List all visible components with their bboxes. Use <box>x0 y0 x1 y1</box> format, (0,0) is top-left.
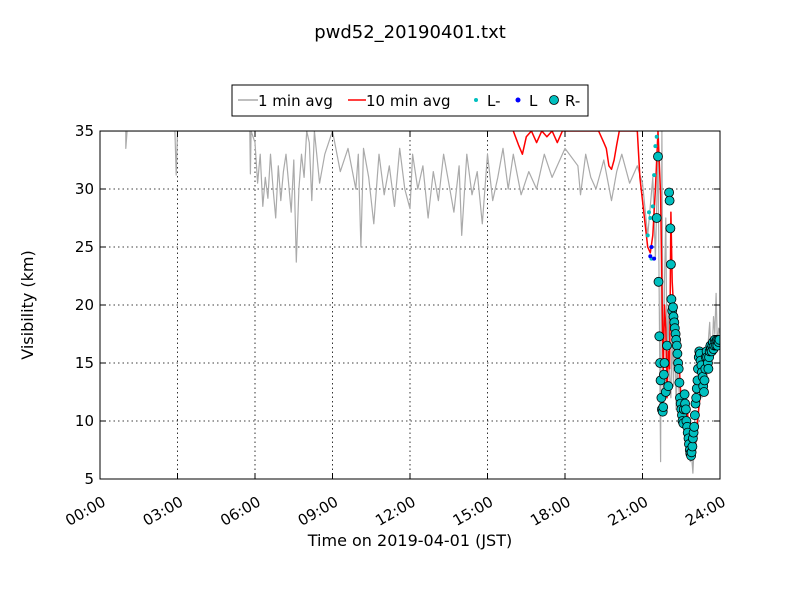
data-point-r <box>673 363 684 374</box>
legend-label-1min: 1 min avg <box>258 92 333 110</box>
legend-label-r-minus: R- <box>565 92 580 110</box>
data-point-r <box>681 404 691 415</box>
data-point-l <box>645 233 650 238</box>
data-point-r <box>699 387 709 397</box>
data-point-r <box>690 410 700 421</box>
data-point-r <box>703 363 714 374</box>
y-axis-label: Visibility (km) <box>18 250 37 359</box>
data-point-r <box>653 276 664 287</box>
data-point-l <box>648 216 653 220</box>
data-point-l <box>654 134 659 139</box>
data-point-r <box>687 441 698 452</box>
y-tick-label: 5 <box>84 470 94 488</box>
data-point-r <box>674 377 685 388</box>
data-point-r <box>654 331 665 342</box>
data-point-r <box>664 195 675 206</box>
legend: 1 min avg 10 min avg L- L R- <box>231 84 589 117</box>
data-point-r <box>666 259 676 270</box>
data-point-r <box>662 340 672 351</box>
data-point-l <box>652 256 657 261</box>
data-point-r <box>666 294 677 305</box>
legend-label-l: L <box>529 92 538 110</box>
data-point-r <box>663 381 674 392</box>
data-point-r <box>679 389 690 400</box>
y-tick-label: 25 <box>75 238 94 256</box>
chart-title: pwd52_20190401.txt <box>314 22 506 43</box>
data-point-r <box>672 340 682 351</box>
data-point-r <box>665 223 676 234</box>
y-tick-label: 15 <box>75 354 94 372</box>
data-point-l <box>652 173 657 178</box>
data-point-l <box>647 210 651 215</box>
data-point-r <box>659 358 670 368</box>
data-point-r <box>689 421 700 432</box>
y-tick-label: 30 <box>75 180 94 198</box>
data-point-r <box>691 392 702 403</box>
data-point-l <box>653 144 658 149</box>
data-point-l <box>649 245 654 249</box>
legend-box <box>231 84 589 117</box>
data-point-r <box>651 213 662 223</box>
y-tick-label: 10 <box>75 412 94 430</box>
data-point-r <box>699 375 710 386</box>
x-axis-label: Time on 2019-04-01 (JST) <box>307 531 512 550</box>
legend-label-10min: 10 min avg <box>366 92 451 110</box>
data-point-r <box>658 402 669 413</box>
data-point-l <box>650 204 655 209</box>
y-tick-label: 20 <box>75 296 94 314</box>
data-point-l <box>648 254 653 259</box>
data-point-r <box>664 187 674 198</box>
data-point-r <box>653 151 663 162</box>
legend-label-l-minus: L- <box>487 92 501 110</box>
data-point-r <box>659 369 669 380</box>
legend-marker-l <box>515 97 521 103</box>
legend-marker-r-minus <box>549 95 559 105</box>
y-tick-label: 35 <box>75 122 94 140</box>
plot-area <box>100 131 720 474</box>
legend-marker-l-minus <box>474 98 478 102</box>
data-point-r <box>672 348 683 359</box>
data-point-r <box>668 302 678 313</box>
